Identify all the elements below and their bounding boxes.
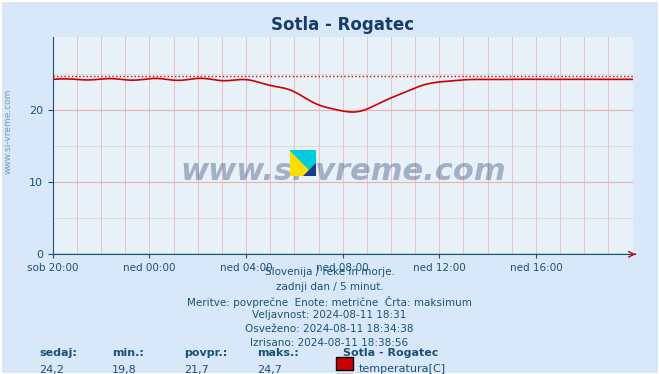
Text: min.:: min.: (112, 348, 144, 358)
Polygon shape (290, 150, 316, 176)
Text: Meritve: povprečne  Enote: metrične  Črta: maksimum: Meritve: povprečne Enote: metrične Črta:… (187, 296, 472, 308)
Text: 21,7: 21,7 (185, 365, 210, 374)
Text: 19,8: 19,8 (112, 365, 137, 374)
Text: Osveženo: 2024-08-11 18:34:38: Osveženo: 2024-08-11 18:34:38 (245, 324, 414, 334)
Title: Sotla - Rogatec: Sotla - Rogatec (271, 16, 415, 34)
Text: Sotla - Rogatec: Sotla - Rogatec (343, 348, 438, 358)
Polygon shape (303, 163, 316, 176)
Polygon shape (290, 150, 316, 176)
Text: www.si-vreme.com: www.si-vreme.com (180, 157, 505, 186)
Text: maks.:: maks.: (257, 348, 299, 358)
Text: sedaj:: sedaj: (40, 348, 77, 358)
Text: Slovenija / reke in morje.: Slovenija / reke in morje. (264, 267, 395, 278)
Text: 24,2: 24,2 (40, 365, 65, 374)
Text: povpr.:: povpr.: (185, 348, 228, 358)
Text: temperatura[C]: temperatura[C] (359, 364, 446, 374)
Text: Izrisano: 2024-08-11 18:38:56: Izrisano: 2024-08-11 18:38:56 (250, 338, 409, 349)
Text: www.si-vreme.com: www.si-vreme.com (3, 88, 13, 174)
Text: Veljavnost: 2024-08-11 18:31: Veljavnost: 2024-08-11 18:31 (252, 310, 407, 320)
Text: 24,7: 24,7 (257, 365, 282, 374)
Text: zadnji dan / 5 minut.: zadnji dan / 5 minut. (275, 282, 384, 292)
